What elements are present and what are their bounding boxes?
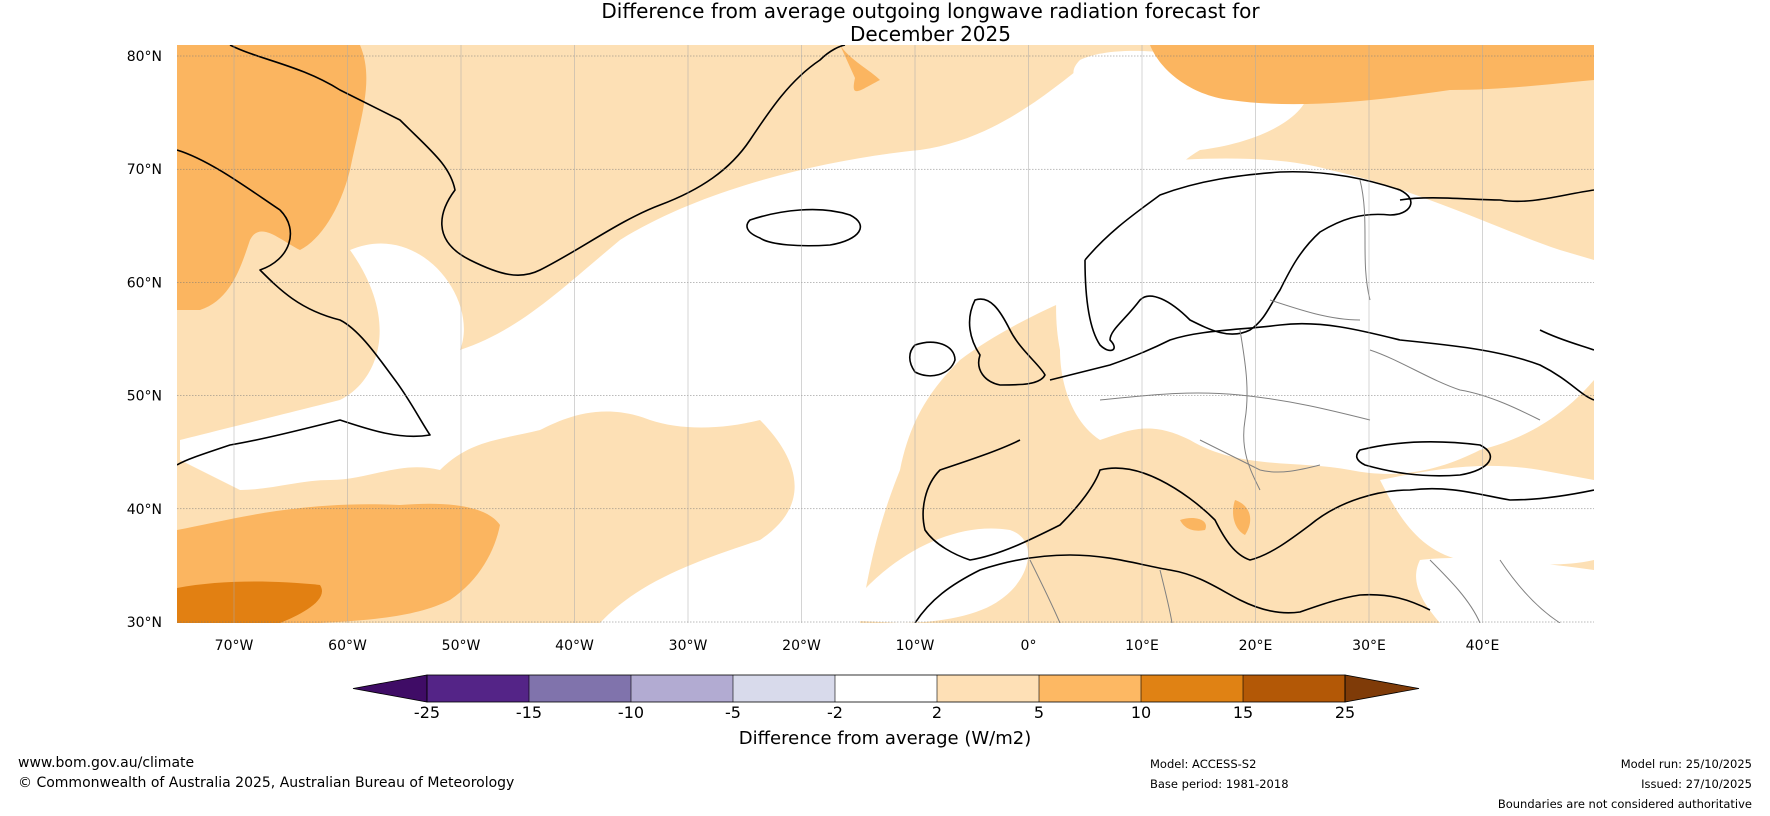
anomaly-positive-tyrrhenian (1180, 518, 1206, 531)
border-eastern-europe (1239, 329, 1261, 491)
anomaly-near-average-sahara (840, 528, 1029, 623)
latitude-label: 80°N (127, 49, 162, 65)
coastline-labrador (177, 149, 431, 466)
footer-model: Model: ACCESS-S2 (1150, 757, 1257, 771)
colorbar: -25 -15 -10 -5 -2 2 5 10 15 25 (352, 674, 1420, 722)
colorbar-segment (427, 675, 529, 702)
coastline-great-britain (968, 298, 1046, 386)
coastlines (177, 45, 1594, 623)
coastline-greenland (229, 45, 846, 276)
colorbar-tick-label: 15 (1233, 703, 1253, 722)
colorbar-segment (1243, 675, 1345, 702)
footer-website: www.bom.gov.au/climate (18, 755, 195, 771)
colorbar-tick-label: -2 (827, 703, 843, 722)
anomaly-positive-labrador (177, 45, 367, 310)
latitude-label: 50°N (127, 389, 162, 405)
footer-issued: Issued: 27/10/2025 (1641, 777, 1752, 791)
colorbar-segment (529, 675, 631, 702)
longitude-label: 60°W (328, 638, 367, 654)
colorbar-tick-label: -25 (414, 703, 440, 722)
footer-model-run: Model run: 25/10/2025 (1620, 757, 1752, 771)
longitude-label: 30°E (1352, 638, 1386, 654)
longitude-label: 50°W (442, 638, 481, 654)
coastline-russia-north (1399, 189, 1594, 203)
longitude-label: 0° (1021, 638, 1037, 654)
border-north-africa (1029, 559, 1173, 623)
border-russia-south (1369, 349, 1541, 421)
coastline-scandinavia (1084, 170, 1412, 352)
coastline-ireland (908, 341, 956, 377)
border-middle-east (1429, 559, 1561, 623)
longitude-label: 30°W (669, 638, 708, 654)
footer-copyright: © Commonwealth of Australia 2025, Austra… (18, 775, 515, 791)
footer-disclaimer: Boundaries are not considered authoritat… (1497, 797, 1752, 811)
colorbar-tick-label: -5 (725, 703, 741, 722)
colorbar-tick-label: 10 (1131, 703, 1151, 722)
latitude-labels: 80°N 70°N 60°N 50°N 40°N 30°N (127, 49, 162, 631)
anomaly-near-average-turkey (1380, 465, 1594, 565)
longitude-label: 40°E (1466, 638, 1500, 654)
colorbar-segment (937, 675, 1039, 702)
longitude-label: 70°W (215, 638, 254, 654)
longitude-label: 10°E (1125, 638, 1159, 654)
colorbar-extension-low (352, 674, 428, 703)
border-balkans (1199, 439, 1321, 473)
border-baltic (1269, 299, 1361, 321)
longitude-label: 40°W (555, 638, 594, 654)
anomaly-field (177, 45, 1594, 623)
longitude-labels: 70°W 60°W 50°W 40°W 30°W 20°W 10°W 0° 10°E 20°E 30… (215, 638, 1500, 654)
coastline-iceland (746, 208, 862, 247)
anomaly-positive-greenland-north (1150, 45, 1594, 105)
longitude-label: 20°E (1239, 638, 1273, 654)
colorbar-tick-label: 5 (1034, 703, 1044, 722)
colorbar-segment (631, 675, 733, 702)
colorbar-tick-label: -15 (516, 703, 542, 722)
longitude-label: 20°W (782, 638, 821, 654)
colorbar-label: Difference from average (W/m2) (738, 728, 1032, 749)
colorbar-segment (1141, 675, 1243, 702)
latitude-label: 70°N (127, 162, 162, 178)
colorbar-segment (835, 675, 937, 702)
anomaly-near-average-levant (1416, 558, 1594, 623)
colorbar-segment (733, 675, 835, 702)
colorbar-tick-label: 25 (1335, 703, 1355, 722)
colorbar-extension-high (1344, 674, 1420, 703)
anomaly-strong-positive-northwest-atlantic (177, 581, 322, 623)
longitude-label: 10°W (896, 638, 935, 654)
gridlines (177, 45, 1594, 623)
latitude-label: 40°N (127, 502, 162, 518)
title-line-2: December 2025 (850, 22, 1011, 46)
footer-base-period: Base period: 1981-2018 (1150, 777, 1289, 791)
coastline-continental-europe (1049, 322, 1594, 401)
colorbar-segment (1039, 675, 1141, 702)
colorbar-tick-label: 2 (932, 703, 942, 722)
coastline-black-sea (1355, 440, 1492, 477)
latitude-label: 60°N (127, 275, 162, 291)
border-finland-russia (1359, 179, 1371, 301)
anomaly-near-average-arctic (1073, 50, 1180, 90)
chart-title: Difference from average outgoing longwav… (0, 0, 1770, 46)
colorbar-tick-label: -10 (618, 703, 644, 722)
coastline-caspian (1539, 329, 1594, 351)
anomaly-near-average-atlantic (180, 54, 1309, 623)
anomaly-positive-iceland-north (840, 45, 880, 92)
coastline-north-africa (914, 554, 1431, 623)
latitude-label: 30°N (127, 615, 162, 631)
title-line-1: Difference from average outgoing longwav… (601, 0, 1260, 23)
coastline-iberia-mediterranean (922, 439, 1594, 561)
